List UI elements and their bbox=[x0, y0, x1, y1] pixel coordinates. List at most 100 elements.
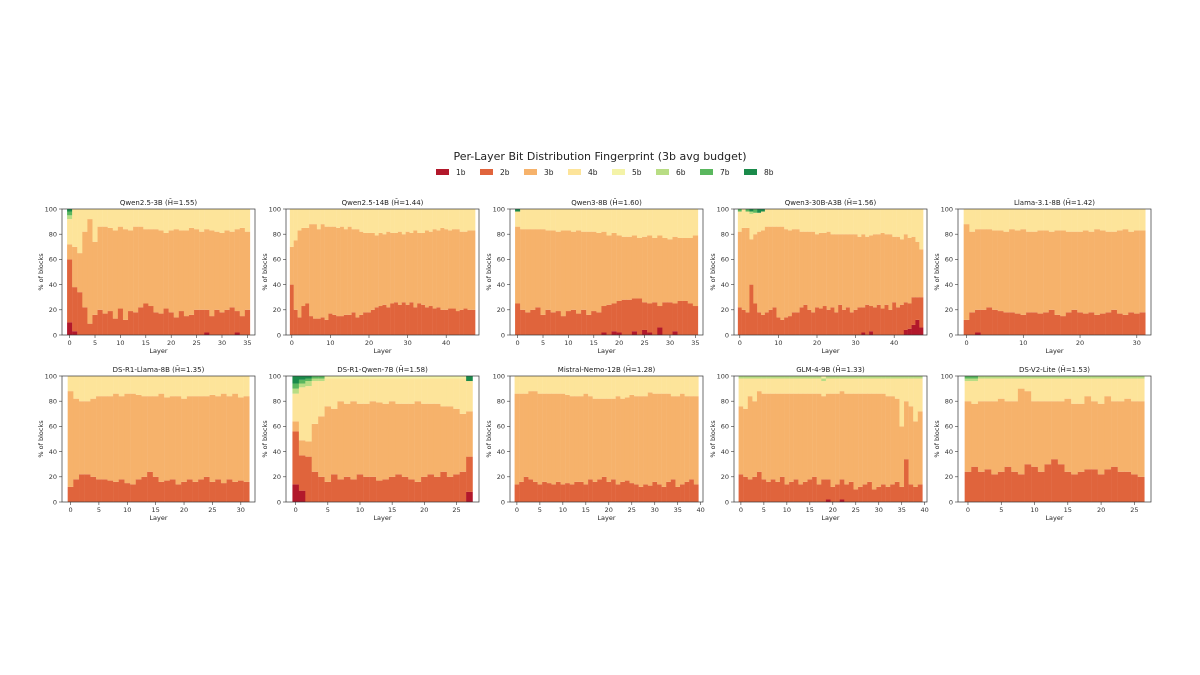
bar-segment-5b bbox=[446, 376, 454, 379]
bar-segment-2b bbox=[789, 481, 794, 502]
bar-segment-3b bbox=[749, 239, 754, 285]
bar-segment-4b bbox=[1065, 209, 1072, 232]
y-axis-label: % of blocks bbox=[709, 420, 717, 458]
bar-segment-6b bbox=[1037, 376, 1045, 379]
bar-segment-4b bbox=[350, 378, 357, 402]
bar-segment-7b bbox=[305, 378, 312, 382]
bar-segment-2b bbox=[427, 474, 435, 502]
bar-segment-4b bbox=[876, 378, 882, 394]
bar-segment-4b bbox=[143, 209, 149, 230]
y-tick-label: 20 bbox=[497, 473, 505, 481]
bar-segment-2b bbox=[305, 456, 312, 502]
bar-segment-3b bbox=[1054, 230, 1061, 315]
bar-segment-4b bbox=[1082, 209, 1089, 231]
bar-segment-2b bbox=[977, 471, 985, 502]
bar-segment-2b bbox=[747, 479, 753, 502]
bar-segment-2b bbox=[408, 479, 415, 502]
bar-segment-2b bbox=[102, 313, 108, 335]
bar-segment-6b bbox=[867, 376, 873, 379]
bar-segment-6b bbox=[853, 376, 859, 379]
bar-segment-4b bbox=[374, 209, 379, 236]
bar-segment-8b bbox=[292, 376, 300, 384]
bar-segment-3b bbox=[320, 224, 325, 318]
legend-swatch-3b bbox=[524, 169, 537, 175]
bar-segment-6b bbox=[738, 376, 744, 379]
bar-segment-3b bbox=[446, 406, 454, 477]
bar-segment-3b bbox=[224, 230, 230, 310]
bar-segment-3b bbox=[232, 393, 239, 482]
bar-segment-3b bbox=[72, 246, 78, 288]
axes-frame bbox=[957, 208, 1152, 336]
bar-segment-3b bbox=[825, 393, 831, 480]
bar-segment-1b bbox=[647, 332, 653, 335]
bar-segment-4b bbox=[397, 209, 402, 232]
bar-segment-3b bbox=[135, 394, 142, 480]
bar-segment-4b bbox=[215, 376, 222, 397]
bar-segment-3b bbox=[1122, 229, 1129, 315]
bar-segment-3b bbox=[243, 396, 250, 482]
bar-segment-2b bbox=[684, 481, 690, 502]
bar-segment-4b bbox=[471, 209, 476, 231]
bar-segment-2b bbox=[997, 471, 1005, 502]
bar-segment-2b bbox=[440, 471, 448, 502]
bar-segment-7b bbox=[964, 376, 972, 379]
bar-segment-4b bbox=[682, 209, 688, 238]
bar-segment-2b bbox=[82, 307, 88, 335]
bar-segment-2b bbox=[911, 297, 916, 325]
bar-segment-4b bbox=[92, 209, 98, 242]
bar-segment-3b bbox=[799, 231, 804, 308]
bar-segment-2b bbox=[588, 479, 593, 502]
bar-segment-5b bbox=[408, 376, 415, 379]
bar-segment-3b bbox=[1065, 231, 1072, 313]
bar-segment-3b bbox=[570, 231, 577, 310]
bar-segment-3b bbox=[588, 396, 593, 480]
bar-segment-6b bbox=[1044, 376, 1052, 379]
bar-segment-2b bbox=[1111, 309, 1118, 335]
x-tick-label: 30 bbox=[403, 339, 411, 347]
x-tick-label: 0 bbox=[294, 506, 298, 514]
bar-segment-3b bbox=[67, 244, 73, 260]
bar-segment-3b bbox=[764, 226, 769, 313]
bar-segment-4b bbox=[629, 376, 635, 395]
bar-segment-2b bbox=[309, 316, 314, 335]
bar-segment-6b bbox=[904, 376, 909, 379]
bar-segment-6b bbox=[977, 376, 985, 379]
bar-segment-2b bbox=[237, 480, 244, 502]
bar-segment-4b bbox=[888, 209, 893, 235]
bar-segment-2b bbox=[390, 303, 395, 335]
bar-segment-2b bbox=[1099, 313, 1106, 335]
bar-segment-3b bbox=[845, 234, 850, 308]
bar-segment-3b bbox=[293, 240, 298, 310]
bar-segment-3b bbox=[578, 396, 584, 482]
bar-segment-3b bbox=[586, 231, 592, 315]
bar-segment-2b bbox=[1031, 466, 1039, 502]
bar-segment-2b bbox=[743, 476, 748, 502]
bar-segment-3b bbox=[652, 237, 658, 303]
subplot-1: Qwen2.5-14B (H̄=1.44) 0 20 40 60 80 100 0 10 20 30… bbox=[261, 198, 480, 355]
subplot-2: Qwen3-8B (H̄=1.60) 0 20 40 60 80 100 0 5 10 15 20 25… bbox=[485, 198, 704, 355]
bar-segment-4b bbox=[378, 209, 383, 233]
bar-segment-1b bbox=[67, 322, 73, 335]
y-tick-label: 40 bbox=[721, 448, 729, 456]
bar-segment-3b bbox=[130, 393, 136, 485]
bar-segment-2b bbox=[812, 476, 817, 502]
bar-segment-2b bbox=[1088, 312, 1095, 335]
bar-segment-2b bbox=[432, 308, 437, 335]
bar-segment-2b bbox=[576, 313, 582, 335]
bar-segment-6b bbox=[871, 376, 877, 379]
bar-segment-3b bbox=[636, 237, 643, 299]
bar-segment-3b bbox=[1037, 230, 1044, 314]
bar-segment-3b bbox=[791, 229, 796, 313]
bar-segment-2b bbox=[821, 479, 827, 502]
y-tick-label: 20 bbox=[945, 306, 953, 314]
axes-frame bbox=[509, 208, 704, 336]
bar-segment-6b bbox=[752, 376, 758, 379]
bar-segment-6b bbox=[793, 376, 799, 379]
bar-segment-4b bbox=[1117, 378, 1125, 402]
bar-segment-2b bbox=[1011, 471, 1019, 502]
bar-segment-2b bbox=[537, 484, 543, 502]
bar-segment-2b bbox=[670, 479, 676, 502]
bar-segment-4b bbox=[1084, 378, 1092, 397]
bar-segment-2b bbox=[1065, 312, 1072, 335]
bar-segment-3b bbox=[917, 411, 923, 485]
